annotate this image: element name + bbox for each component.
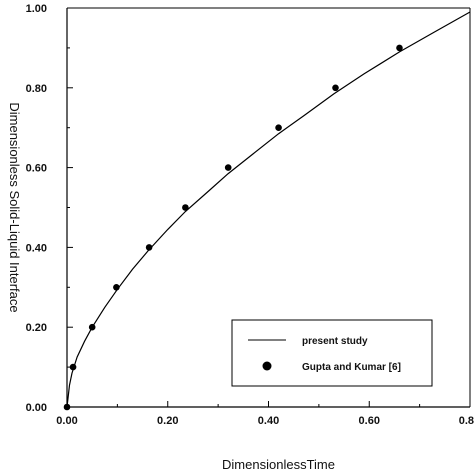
y-axis-label: Dimensionless Solid-Liquid Interface [7,102,22,312]
tick-labels: 0.00 0.20 0.40 0.60 0.8 0.00 0.20 0.40 0.60 0.80 1… [26,3,474,427]
y-tick-label: 1.00 [26,3,47,15]
x-tick-label: 0.40 [258,415,279,427]
series-present-study [66,11,471,408]
y-tick-label: 0.20 [26,322,47,334]
y-tick-label: 0.60 [26,163,47,175]
gupta-kumar-point [69,363,77,371]
gupta-kumar-point [113,284,120,291]
x-tick-label: 0.00 [56,415,77,427]
y-tick-label: 0.00 [26,402,47,414]
series-gupta-kumar [63,44,403,411]
gupta-kumar-point [275,124,282,131]
gupta-kumar-point [332,84,339,92]
legend-marker-swatch [262,361,272,371]
x-tick-label: 0.60 [359,415,380,427]
gupta-kumar-point [396,44,403,52]
gupta-kumar-point [63,403,71,411]
x-tick-label: 0.8 [459,415,474,427]
y-tick-label: 0.80 [26,83,47,95]
legend-label-gupta-kumar: Gupta and Kumar [6] [302,362,401,373]
gupta-kumar-point [182,204,189,211]
x-tick-label: 0.20 [157,415,178,427]
x-axis-label: DimensionlessTime [222,457,335,472]
y-tick-label: 0.40 [26,242,47,254]
axes [66,7,471,408]
gupta-kumar-point [224,164,232,171]
legend: present study Gupta and Kumar [6] [231,319,433,387]
present-study-line [66,11,471,408]
legend-label-present-study: present study [302,336,368,347]
gupta-kumar-point [88,323,96,331]
legend-box [231,319,433,387]
gupta-kumar-point [145,244,153,251]
